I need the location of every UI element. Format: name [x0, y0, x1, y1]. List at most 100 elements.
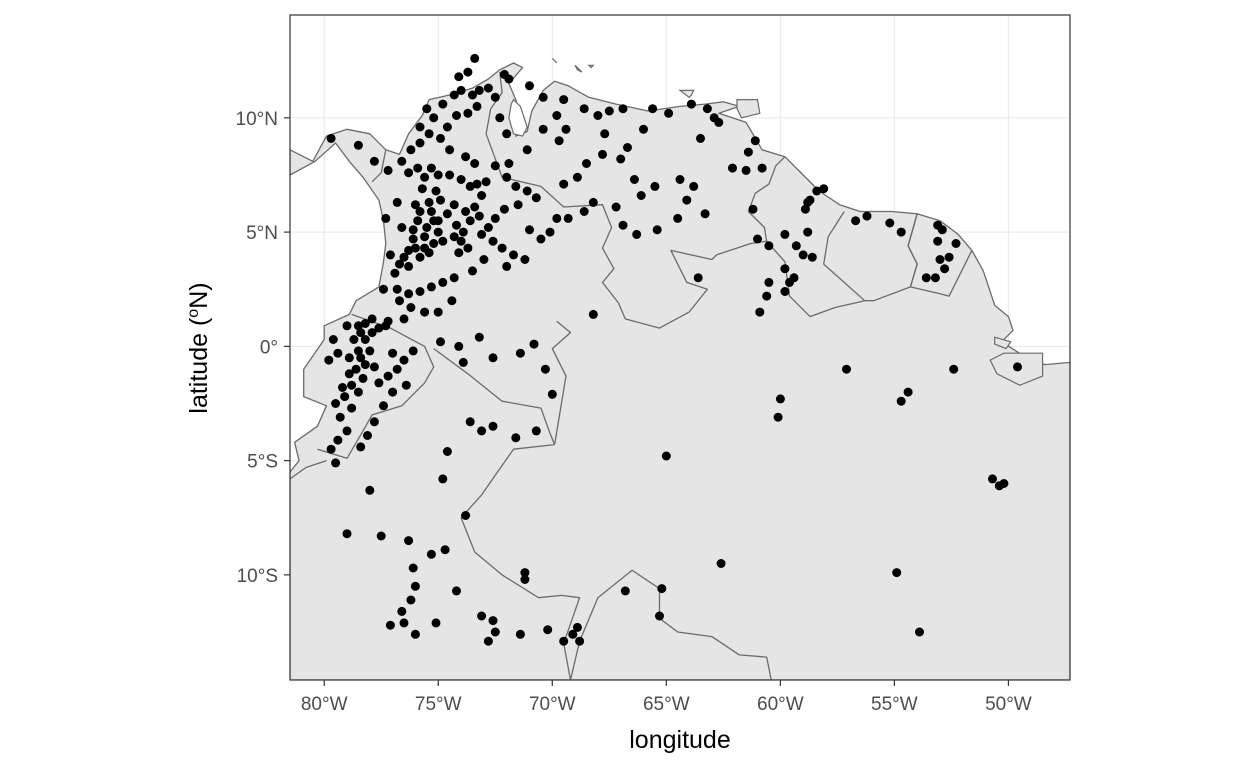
occurrence-point	[545, 227, 555, 237]
occurrence-point	[442, 122, 452, 132]
country-border	[460, 443, 581, 680]
occurrence-point	[454, 341, 464, 351]
occurrence-point	[442, 209, 452, 219]
occurrence-point	[438, 236, 448, 246]
occurrence-point	[499, 204, 509, 214]
occurrence-point	[488, 421, 498, 431]
occurrence-point	[520, 575, 530, 584]
occurrence-point	[463, 108, 473, 118]
occurrence-point	[408, 346, 418, 356]
occurrence-point	[540, 364, 550, 374]
occurrence-point	[415, 207, 425, 216]
occurrence-point	[693, 273, 703, 283]
x-tick-label: 55°W	[871, 694, 918, 715]
occurrence-point	[395, 296, 404, 306]
land-mass	[290, 62, 1070, 680]
occurrence-point	[397, 156, 407, 166]
country-border	[433, 348, 556, 445]
occurrence-point	[458, 357, 468, 367]
occurrence-point	[360, 360, 370, 370]
country-border	[766, 240, 865, 318]
occurrence-point	[702, 104, 712, 114]
occurrence-point	[522, 145, 532, 155]
occurrence-point	[399, 355, 409, 365]
occurrence-point	[588, 197, 598, 207]
island	[736, 99, 761, 119]
occurrence-point	[388, 387, 398, 397]
occurrence-point	[385, 250, 395, 260]
occurrence-point	[374, 378, 384, 388]
occurrence-point	[472, 101, 482, 111]
occurrence-point	[342, 529, 352, 539]
occurrence-point	[632, 229, 642, 239]
occurrence-point	[623, 143, 632, 152]
occurrence-point	[525, 81, 534, 91]
y-tick-label: 10°S	[237, 566, 278, 587]
occurrence-point	[433, 216, 443, 226]
occurrence-point	[399, 252, 409, 262]
occurrence-point	[575, 636, 585, 646]
occurrence-point	[915, 627, 924, 637]
occurrence-point	[458, 227, 468, 237]
occurrence-point	[360, 319, 370, 328]
occurrence-point	[410, 243, 420, 253]
occurrence-point	[333, 435, 343, 445]
occurrence-point	[353, 321, 363, 331]
y-axis-title-post: N)	[185, 282, 213, 308]
x-tick-label: 60°W	[757, 694, 804, 715]
occurrence-point	[426, 282, 436, 292]
occurrence-point	[433, 227, 443, 237]
y-axis-title: latitude (oN)	[185, 282, 213, 413]
occurrence-point	[461, 152, 471, 162]
occurrence-point	[420, 307, 430, 317]
x-axis-title: longitude	[629, 726, 730, 754]
occurrence-point	[376, 531, 386, 541]
y-tick-label: 5°N	[246, 223, 278, 244]
occurrence-point	[369, 156, 379, 166]
occurrence-point	[481, 177, 491, 187]
occurrence-point	[356, 442, 366, 452]
occurrence-point	[404, 289, 414, 299]
occurrence-point	[338, 383, 347, 392]
occurrence-point	[397, 223, 407, 232]
occurrence-point	[536, 234, 546, 244]
occurrence-point	[456, 175, 466, 184]
occurrence-point	[465, 181, 475, 191]
occurrence-point	[588, 309, 598, 319]
occurrence-point	[335, 412, 345, 422]
occurrence-point	[410, 200, 420, 210]
occurrence-point	[470, 159, 480, 168]
occurrence-point	[344, 369, 354, 379]
occurrence-point	[497, 243, 507, 253]
occurrence-point	[780, 229, 790, 239]
occurrence-point	[438, 99, 448, 109]
occurrence-point	[673, 213, 683, 223]
occurrence-point	[399, 314, 409, 324]
occurrence-point	[417, 184, 427, 194]
occurrence-point	[436, 337, 445, 347]
x-axis: 80°W 75°W 70°W 65°W 60°W 55°W 50°W	[301, 680, 1032, 715]
occurrence-point	[773, 412, 783, 422]
occurrence-point	[465, 417, 475, 427]
occurrence-point	[538, 92, 548, 102]
occurrence-point	[342, 426, 352, 436]
occurrence-point	[347, 380, 357, 390]
occurrence-point	[465, 216, 475, 226]
occurrence-point	[404, 536, 414, 546]
occurrence-point	[456, 85, 466, 95]
occurrence-point	[547, 389, 557, 399]
occurrence-point	[515, 348, 525, 358]
occurrence-point	[392, 197, 402, 207]
occurrence-point	[452, 586, 461, 596]
occurrence-point	[468, 90, 477, 100]
occurrence-point	[365, 485, 375, 495]
occurrence-point	[636, 191, 646, 200]
occurrence-point	[568, 629, 578, 639]
occurrence-point	[572, 172, 582, 182]
island	[678, 89, 695, 99]
occurrence-point	[461, 511, 471, 520]
y-axis-title-degree: o	[185, 309, 202, 318]
occurrence-point	[404, 168, 414, 178]
occurrence-point	[616, 154, 626, 164]
occurrence-point	[424, 197, 434, 207]
